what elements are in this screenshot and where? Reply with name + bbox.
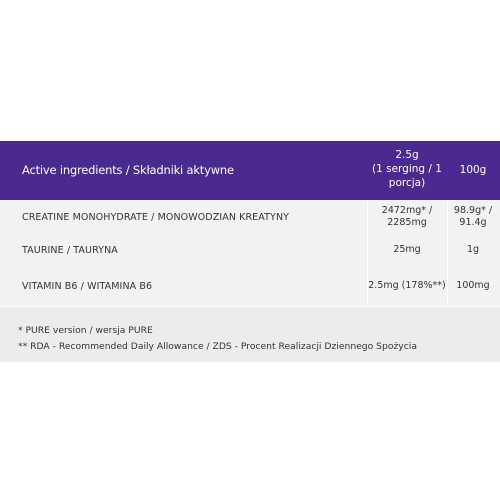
column-divider: [367, 200, 368, 306]
per100-value: 1g: [448, 234, 498, 266]
row-divider: [0, 306, 500, 307]
header-serving-label: 2.5g (1 serging / 1 porcja): [368, 148, 446, 190]
table-row: CREATINE MONOHYDRATE / MONOWODZIAN KREAT…: [0, 200, 500, 234]
per100-value-text: 1g: [466, 244, 480, 255]
header-100g-label: 100g: [459, 164, 487, 176]
table-header: Active ingredients / Składniki aktywne 2…: [0, 141, 500, 200]
per100-value: 98.9g* / 91.4g: [448, 200, 498, 234]
header-ingredients-label: Active ingredients / Składniki aktywne: [22, 163, 234, 177]
serving-value: 2.5mg (178%**): [368, 266, 446, 306]
per100-value-text: 100mg: [456, 280, 490, 291]
serving-value-text: 2472mg* / 2285mg: [381, 205, 433, 228]
table-row: VITAMIN B6 / WITAMINA B6 2.5mg (178%**) …: [0, 266, 500, 306]
serving-value-text: 25mg: [393, 244, 421, 255]
ingredient-name: VITAMIN B6 / WITAMINA B6: [22, 280, 153, 292]
header-serving-text: 2.5g (1 serging / 1 porcja): [372, 149, 442, 189]
footnote-rda: ** RDA - Recommended Daily Allowance / Z…: [18, 341, 417, 352]
ingredient-name: TAURINE / TAURYNA: [22, 244, 118, 256]
per100-value-text: 98.9g* / 91.4g: [453, 205, 493, 228]
serving-value: 25mg: [368, 234, 446, 266]
serving-value-text: 2.5mg (178%**): [368, 280, 446, 291]
footnotes: * PURE version / wersja PURE ** RDA - Re…: [18, 323, 417, 355]
table-row: TAURINE / TAURYNA 25mg 1g: [0, 234, 500, 266]
footnote-pure: * PURE version / wersja PURE: [18, 325, 153, 336]
per100-value: 100mg: [448, 266, 498, 306]
column-divider: [447, 200, 448, 306]
serving-value: 2472mg* / 2285mg: [368, 200, 446, 234]
ingredient-name: CREATINE MONOHYDRATE / MONOWODZIAN KREAT…: [22, 211, 290, 223]
